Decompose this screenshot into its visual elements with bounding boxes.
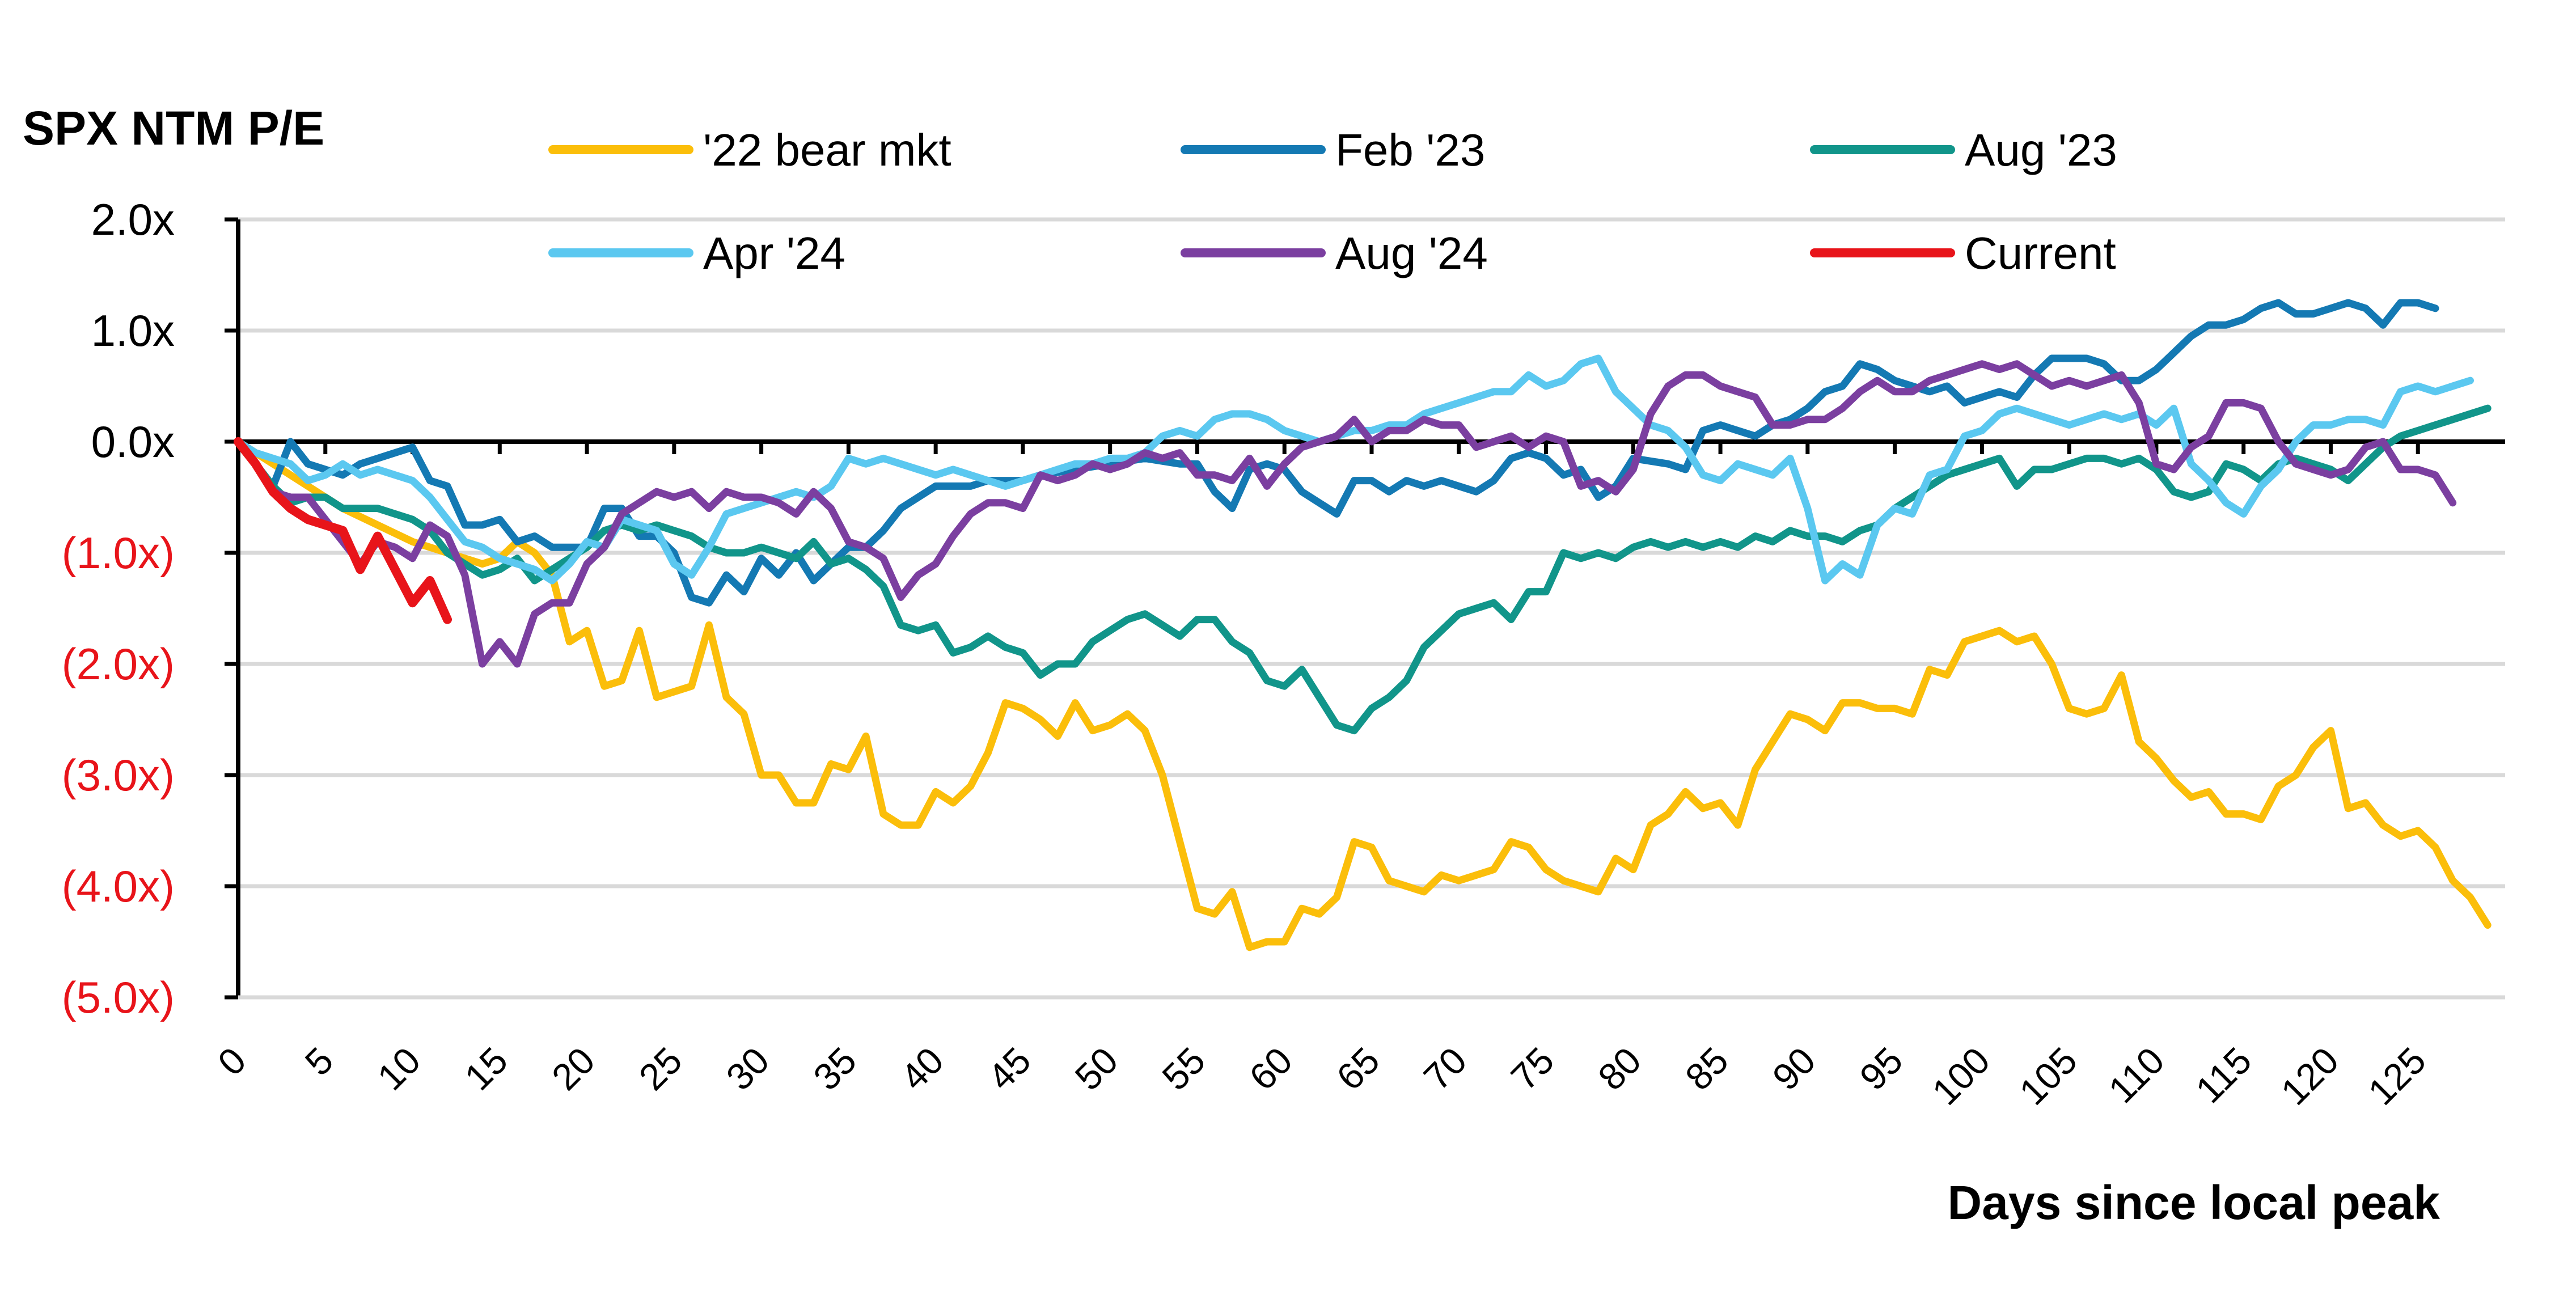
legend-entry: '22 bear mkt [548, 125, 951, 175]
y-tick-label: (4.0x) [62, 861, 175, 911]
x-tick-label: 0 [210, 1039, 254, 1084]
legend: '22 bear mkt Feb '23 Aug '23 Apr '24 Aug '24… [548, 125, 2117, 278]
legend-label: '22 bear mkt [703, 125, 951, 175]
series-line [234, 404, 2492, 735]
y-tick-label: (1.0x) [62, 528, 175, 578]
x-tick-label: 125 [2360, 1039, 2434, 1113]
x-tick-label: 25 [631, 1039, 690, 1098]
y-tick-label: (5.0x) [62, 972, 175, 1022]
x-tick-label: 15 [456, 1039, 515, 1098]
legend-entry: Aug '24 [1181, 228, 1488, 278]
x-tick-label: 75 [1503, 1039, 1562, 1098]
y-tick-label: 1.0x [91, 306, 175, 356]
legend-entry: Current [1810, 228, 2116, 278]
series-line [234, 360, 2457, 668]
chart-title: SPX NTM P/E [23, 101, 324, 155]
x-tick-label: 20 [544, 1039, 603, 1098]
series-line [234, 437, 452, 624]
series-lines [234, 299, 2492, 951]
axes [236, 219, 2505, 1000]
y-tick-label: 2.0x [91, 194, 175, 244]
x-tick-label: 115 [2188, 1039, 2260, 1111]
series-line [234, 438, 2492, 951]
y-tick-label: (3.0x) [62, 750, 175, 800]
x-tick-label: 110 [2100, 1039, 2172, 1111]
legend-label: Aug '23 [1965, 125, 2117, 175]
x-tick-label: 10 [369, 1039, 428, 1098]
legend-label: Aug '24 [1335, 228, 1488, 278]
x-tick-label: 95 [1851, 1039, 1910, 1098]
x-tick-label: 100 [1924, 1039, 1998, 1113]
series-line [234, 299, 2439, 607]
x-tick-label: 30 [718, 1039, 777, 1098]
x-tick-label: 45 [980, 1039, 1039, 1098]
legend-label: Feb '23 [1335, 125, 1485, 175]
legend-label: Apr '24 [703, 228, 845, 278]
x-tick-label: 40 [892, 1039, 951, 1098]
y-tick-label: (2.0x) [62, 639, 175, 689]
x-tick-label: 120 [2273, 1039, 2346, 1113]
x-tick-label: 80 [1590, 1039, 1649, 1098]
gridlines [238, 217, 2505, 1000]
x-tick-label: 85 [1677, 1039, 1736, 1098]
legend-label: Current [1965, 228, 2116, 278]
legend-entry: Apr '24 [548, 228, 845, 278]
x-tick-label: 105 [2011, 1039, 2085, 1113]
x-tick-label: 70 [1415, 1039, 1474, 1098]
x-tick-label: 35 [805, 1039, 864, 1098]
x-tick-label: 90 [1765, 1039, 1824, 1098]
y-axis-ticks: 2.0x 1.0x 0.0x (1.0x) (2.0x) (3.0x) (4.0x) (5.0… [62, 194, 238, 1022]
legend-entry: Aug '23 [1810, 125, 2117, 175]
legend-entry: Feb '23 [1181, 125, 1485, 175]
x-tick-label: 65 [1329, 1039, 1388, 1098]
x-axis-title: Days since local peak [1947, 1176, 2440, 1229]
x-tick-label: 5 [297, 1039, 341, 1084]
y-tick-label: 0.0x [91, 417, 175, 467]
x-tick-label: 55 [1154, 1039, 1213, 1098]
x-tick-label: 50 [1067, 1039, 1126, 1098]
x-tick-label: 60 [1241, 1039, 1300, 1098]
